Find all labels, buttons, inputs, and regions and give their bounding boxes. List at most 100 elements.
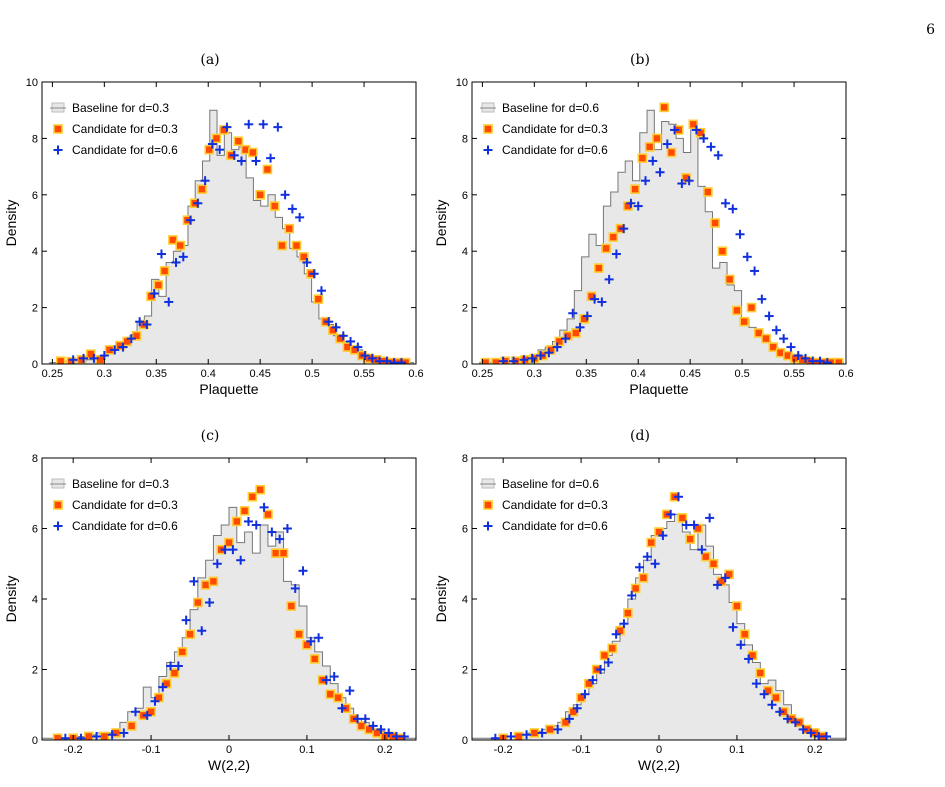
x-tick-label: -0.1 (572, 744, 591, 756)
data-point-plus (295, 212, 305, 222)
data-point-plus (697, 545, 707, 555)
data-point-plus (142, 320, 152, 330)
data-point-square (646, 537, 657, 548)
legend-label-series: Candidate for d=0.6 (502, 143, 608, 157)
data-point-plus (353, 714, 363, 724)
data-point-plus (76, 733, 86, 740)
data-point-square (231, 516, 242, 527)
data-point-plus (266, 153, 276, 163)
data-point-plus (181, 615, 191, 625)
data-point-plus (767, 700, 777, 710)
data-point-plus (720, 573, 730, 583)
data-point-plus (345, 686, 355, 696)
data-point-plus (316, 286, 326, 296)
data-point-plus (655, 167, 665, 177)
legend-swatch-plus (53, 521, 63, 531)
data-point-plus (290, 583, 300, 593)
data-point-plus (197, 626, 207, 636)
data-point-square (768, 342, 779, 352)
data-point-plus (267, 527, 277, 537)
data-point-square (277, 240, 287, 251)
data-point-square (356, 721, 367, 731)
data-point-plus (552, 342, 562, 352)
data-point-square (700, 551, 711, 562)
data-point-plus (251, 520, 261, 530)
plot-area (479, 102, 844, 364)
y-tick-label: 6 (462, 524, 468, 536)
data-point-square (724, 274, 735, 285)
data-point-plus (779, 334, 789, 344)
data-point-plus (329, 672, 339, 682)
data-point-square (325, 689, 336, 699)
data-point-plus (814, 731, 824, 740)
data-point-plus (506, 731, 516, 740)
data-point-square (710, 218, 720, 228)
chart-panel-d: (d) -0.2 -0.1 0 0.1 0.2 0 2 4 6 8 W(2,2) Density Bas… (430, 428, 850, 773)
data-point-plus (392, 731, 402, 740)
histogram-baseline (472, 513, 846, 740)
data-point-plus (158, 682, 168, 692)
x-tick-label: 0.25 (472, 368, 493, 380)
data-point-plus (282, 524, 292, 533)
data-point-square (55, 356, 66, 364)
data-point-plus (635, 562, 645, 572)
chart-plot: 0.25 0.3 0.35 0.4 0.45 0.5 0.55 0.6 0 2 4 6 8 10 Plaqu… (433, 77, 854, 397)
y-tick-label: 2 (32, 303, 38, 315)
x-tick-label: 0.4 (201, 368, 216, 380)
data-point-square (333, 692, 343, 703)
chart-panel-c: (c) -0.2 -0.1 0 0.1 0.2 0 2 4 6 8 W(2,2) Density Bas… (0, 428, 420, 773)
x-axis-label: Plaquette (199, 381, 258, 397)
data-point-square (666, 147, 677, 158)
data-point-square (291, 240, 302, 251)
data-point-plus (360, 351, 370, 361)
plot-frame (471, 81, 847, 365)
data-point-plus (627, 590, 637, 600)
data-point-square (197, 184, 207, 194)
y-tick-label: 4 (32, 246, 38, 258)
data-point-plus (580, 689, 590, 699)
data-point-plus (673, 492, 683, 502)
data-point-plus (258, 119, 268, 129)
x-tick-label: 0.55 (783, 368, 804, 380)
data-point-plus (582, 311, 592, 321)
data-point-plus (596, 665, 606, 674)
data-point-square (169, 668, 180, 678)
y-tick-label: 0 (462, 735, 468, 747)
data-point-plus (60, 733, 70, 740)
data-point-plus (771, 325, 781, 335)
data-point-square (599, 650, 610, 661)
data-point-plus (568, 308, 578, 318)
data-point-plus (519, 355, 529, 364)
data-point-plus (314, 633, 324, 643)
data-point-plus (728, 204, 738, 214)
data-point-square (545, 724, 555, 735)
y-tick-label: 6 (462, 190, 468, 202)
y-tick-label: 10 (26, 77, 38, 89)
data-point-plus (346, 336, 356, 346)
data-point-square (677, 513, 688, 523)
data-point-plus (806, 728, 816, 738)
data-point-plus (173, 661, 183, 671)
x-tick-label: 0.3 (97, 368, 112, 380)
data-point-plus (126, 334, 136, 344)
legend-label-series: Candidate for d=0.3 (72, 498, 178, 512)
data-point-plus (118, 342, 128, 352)
data-point-square (732, 601, 742, 611)
data-point-plus (527, 353, 537, 363)
y-tick-label: 6 (32, 190, 38, 202)
data-point-square (255, 484, 265, 495)
x-tick-label: 0.6 (838, 368, 853, 380)
data-point-plus (164, 297, 174, 307)
chart-plot: -0.2 -0.1 0 0.1 0.2 0 2 4 6 8 W(2,2) Density Baselin… (3, 453, 417, 773)
data-point-square (771, 692, 781, 703)
data-point-square (607, 643, 618, 654)
data-point-plus (681, 520, 691, 530)
data-point-square (208, 576, 219, 587)
y-tick-label: 4 (462, 594, 468, 606)
data-point-plus (757, 294, 767, 304)
data-point-plus (302, 257, 312, 267)
data-point-square (638, 573, 649, 583)
data-point-square (688, 119, 699, 130)
data-point-square (513, 731, 524, 740)
legend-label-series: Candidate for d=0.6 (72, 519, 178, 533)
